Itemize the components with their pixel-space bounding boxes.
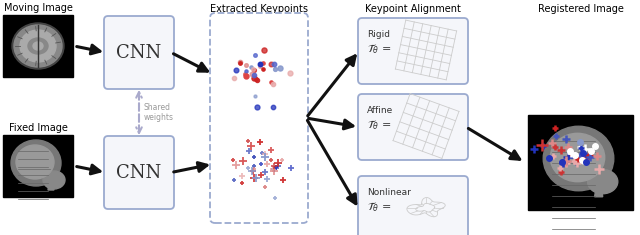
Text: Nonlinear: Nonlinear	[367, 188, 411, 197]
FancyBboxPatch shape	[104, 16, 174, 89]
Ellipse shape	[20, 30, 56, 62]
Text: Registered Image: Registered Image	[538, 4, 623, 14]
Text: Affine: Affine	[367, 106, 393, 115]
Text: Extracted Keypoints: Extracted Keypoints	[210, 4, 308, 14]
Text: Rigid: Rigid	[367, 30, 390, 39]
Text: Keypoint Alignment: Keypoint Alignment	[365, 4, 461, 14]
Ellipse shape	[12, 23, 64, 69]
FancyBboxPatch shape	[358, 18, 468, 84]
FancyBboxPatch shape	[358, 94, 468, 160]
Ellipse shape	[28, 38, 48, 54]
Ellipse shape	[588, 170, 618, 194]
Text: CNN: CNN	[116, 43, 162, 62]
Ellipse shape	[16, 145, 54, 179]
Polygon shape	[48, 176, 54, 190]
Text: $\mathcal{T}_\theta$ =: $\mathcal{T}_\theta$ =	[367, 118, 392, 132]
FancyBboxPatch shape	[104, 136, 174, 209]
Bar	[3, 15, 73, 77]
Text: $\mathcal{T}_\theta$ =: $\mathcal{T}_\theta$ =	[367, 200, 392, 214]
Ellipse shape	[33, 42, 43, 50]
Bar	[528, 115, 633, 210]
Polygon shape	[595, 177, 603, 197]
Text: Moving Image: Moving Image	[4, 3, 72, 13]
Text: CNN: CNN	[116, 164, 162, 181]
Ellipse shape	[550, 133, 605, 182]
Bar	[3, 135, 73, 197]
Ellipse shape	[43, 171, 65, 189]
Ellipse shape	[543, 126, 614, 191]
Text: $\mathcal{T}_\theta$ =: $\mathcal{T}_\theta$ =	[367, 42, 392, 56]
FancyBboxPatch shape	[358, 176, 468, 235]
Ellipse shape	[11, 140, 61, 186]
Ellipse shape	[14, 25, 62, 67]
FancyBboxPatch shape	[210, 13, 308, 223]
Text: Fixed Image: Fixed Image	[8, 123, 67, 133]
Text: Shared
weights: Shared weights	[144, 103, 174, 122]
